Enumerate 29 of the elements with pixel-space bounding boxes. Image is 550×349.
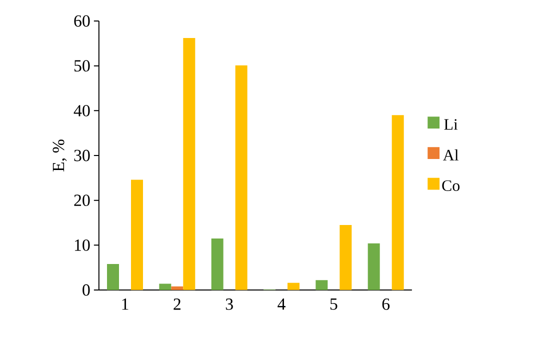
bar	[316, 280, 328, 290]
x-tick-label: 4	[278, 298, 286, 310]
y-tick-label: 20	[74, 194, 90, 206]
x-tick-label: 5	[330, 298, 338, 310]
x-tick-label: 3	[226, 298, 233, 310]
bar	[159, 284, 172, 290]
x-tick-label: 2	[174, 298, 180, 310]
y-tick-label: 60	[74, 15, 90, 27]
x-tick-label: 1	[122, 298, 128, 310]
bar	[392, 115, 404, 290]
y-axis-title: E, %	[52, 140, 67, 172]
bar	[183, 38, 196, 290]
bar	[171, 286, 184, 290]
y-tick-label: 30	[74, 150, 90, 162]
legend-label: Li	[444, 119, 458, 130]
bar	[368, 243, 380, 290]
legend-label: Al	[443, 149, 458, 160]
legend-label: Co	[442, 180, 460, 192]
x-tick-label: 6	[382, 298, 390, 310]
y-tick-label: 50	[74, 60, 90, 72]
bar	[340, 224, 352, 290]
bar	[107, 264, 120, 290]
bar	[211, 238, 224, 290]
bar	[235, 65, 248, 290]
bar	[131, 180, 143, 290]
y-tick-label: 0	[82, 284, 90, 296]
y-tick-label: 40	[74, 104, 90, 116]
y-tick-label: 10	[74, 239, 90, 251]
bar	[288, 282, 300, 290]
